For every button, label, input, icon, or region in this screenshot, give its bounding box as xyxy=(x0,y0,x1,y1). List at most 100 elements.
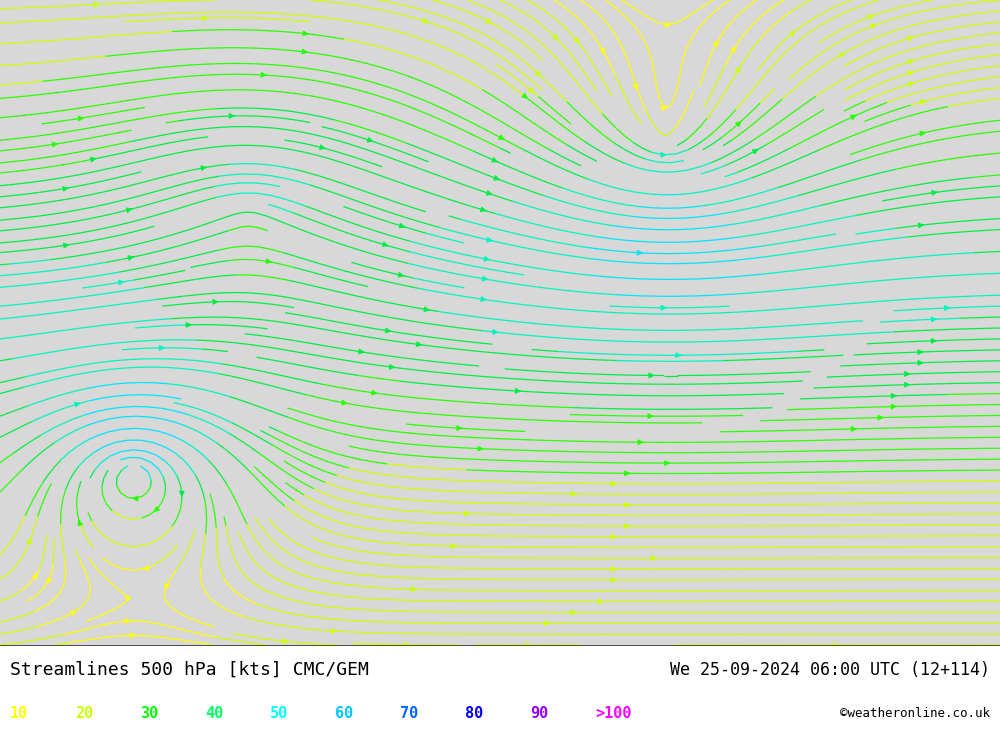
FancyArrowPatch shape xyxy=(931,339,936,343)
FancyArrowPatch shape xyxy=(266,259,271,263)
Text: 20: 20 xyxy=(75,706,93,721)
FancyArrowPatch shape xyxy=(457,426,462,430)
FancyArrowPatch shape xyxy=(283,639,288,644)
FancyArrowPatch shape xyxy=(529,88,533,92)
FancyArrowPatch shape xyxy=(918,350,923,354)
FancyArrowPatch shape xyxy=(651,556,656,561)
FancyArrowPatch shape xyxy=(160,346,164,350)
FancyArrowPatch shape xyxy=(142,566,148,570)
FancyArrowPatch shape xyxy=(126,208,132,213)
FancyArrowPatch shape xyxy=(398,273,404,277)
FancyArrowPatch shape xyxy=(839,52,845,57)
FancyArrowPatch shape xyxy=(424,307,429,312)
FancyArrowPatch shape xyxy=(201,166,206,170)
Text: Streamlines 500 hPa [kts] CMC/GEM: Streamlines 500 hPa [kts] CMC/GEM xyxy=(10,660,369,679)
FancyArrowPatch shape xyxy=(63,187,68,191)
FancyArrowPatch shape xyxy=(676,353,681,358)
FancyArrowPatch shape xyxy=(920,131,925,136)
FancyArrowPatch shape xyxy=(119,280,124,284)
FancyArrowPatch shape xyxy=(404,642,409,647)
FancyArrowPatch shape xyxy=(661,306,666,310)
FancyArrowPatch shape xyxy=(714,41,718,46)
FancyArrowPatch shape xyxy=(905,383,910,387)
FancyArrowPatch shape xyxy=(753,149,759,154)
FancyArrowPatch shape xyxy=(33,574,37,579)
Text: 90: 90 xyxy=(530,706,548,721)
FancyArrowPatch shape xyxy=(905,372,910,376)
FancyArrowPatch shape xyxy=(891,394,896,398)
FancyArrowPatch shape xyxy=(125,619,130,623)
FancyArrowPatch shape xyxy=(871,24,876,29)
FancyArrowPatch shape xyxy=(661,152,666,157)
Text: 50: 50 xyxy=(270,706,288,721)
FancyArrowPatch shape xyxy=(399,224,405,228)
FancyArrowPatch shape xyxy=(372,391,377,395)
FancyArrowPatch shape xyxy=(383,243,388,246)
Text: 10: 10 xyxy=(10,706,28,721)
Text: ©weatheronline.co.uk: ©weatheronline.co.uk xyxy=(840,707,990,720)
FancyArrowPatch shape xyxy=(736,122,741,126)
FancyArrowPatch shape xyxy=(625,471,630,476)
FancyArrowPatch shape xyxy=(78,117,83,121)
FancyArrowPatch shape xyxy=(126,596,130,600)
FancyArrowPatch shape xyxy=(94,2,99,7)
FancyArrowPatch shape xyxy=(574,38,579,43)
FancyArrowPatch shape xyxy=(27,539,31,544)
Text: >100: >100 xyxy=(595,706,632,721)
FancyArrowPatch shape xyxy=(386,328,391,333)
FancyArrowPatch shape xyxy=(908,37,913,41)
FancyArrowPatch shape xyxy=(638,440,643,444)
FancyArrowPatch shape xyxy=(918,224,924,228)
Text: 30: 30 xyxy=(140,706,158,721)
FancyArrowPatch shape xyxy=(303,31,308,36)
FancyArrowPatch shape xyxy=(64,243,69,248)
FancyArrowPatch shape xyxy=(834,643,839,647)
FancyArrowPatch shape xyxy=(891,405,896,409)
FancyArrowPatch shape xyxy=(499,135,505,140)
FancyArrowPatch shape xyxy=(367,138,373,142)
FancyArrowPatch shape xyxy=(868,15,874,19)
FancyArrowPatch shape xyxy=(571,492,576,496)
FancyArrowPatch shape xyxy=(908,82,914,86)
FancyArrowPatch shape xyxy=(75,402,80,407)
FancyArrowPatch shape xyxy=(526,643,531,647)
FancyArrowPatch shape xyxy=(918,361,923,365)
FancyArrowPatch shape xyxy=(52,142,58,147)
FancyArrowPatch shape xyxy=(389,364,395,369)
FancyArrowPatch shape xyxy=(342,400,347,405)
FancyArrowPatch shape xyxy=(132,496,138,501)
FancyArrowPatch shape xyxy=(851,115,856,119)
FancyArrowPatch shape xyxy=(261,73,266,77)
Text: We 25-09-2024 06:00 UTC (12+114): We 25-09-2024 06:00 UTC (12+114) xyxy=(670,660,990,679)
FancyArrowPatch shape xyxy=(571,610,576,615)
FancyArrowPatch shape xyxy=(423,18,428,23)
FancyArrowPatch shape xyxy=(320,145,325,150)
FancyArrowPatch shape xyxy=(78,520,82,526)
FancyArrowPatch shape xyxy=(790,32,795,36)
FancyArrowPatch shape xyxy=(637,251,642,255)
FancyArrowPatch shape xyxy=(634,84,638,89)
FancyArrowPatch shape xyxy=(661,106,666,111)
FancyArrowPatch shape xyxy=(545,621,550,625)
FancyArrowPatch shape xyxy=(731,47,735,52)
FancyArrowPatch shape xyxy=(481,207,486,212)
FancyArrowPatch shape xyxy=(451,544,456,548)
FancyArrowPatch shape xyxy=(648,414,653,419)
FancyArrowPatch shape xyxy=(180,491,184,496)
FancyArrowPatch shape xyxy=(302,49,307,54)
FancyArrowPatch shape xyxy=(931,317,936,322)
FancyArrowPatch shape xyxy=(165,583,169,589)
FancyArrowPatch shape xyxy=(186,323,191,327)
FancyArrowPatch shape xyxy=(735,67,740,73)
FancyArrowPatch shape xyxy=(482,276,488,281)
FancyArrowPatch shape xyxy=(492,158,498,162)
FancyArrowPatch shape xyxy=(649,373,654,377)
FancyArrowPatch shape xyxy=(611,578,616,582)
FancyArrowPatch shape xyxy=(411,587,416,592)
FancyArrowPatch shape xyxy=(359,350,364,354)
FancyArrowPatch shape xyxy=(465,512,470,516)
FancyArrowPatch shape xyxy=(522,94,527,98)
FancyArrowPatch shape xyxy=(611,482,616,486)
FancyArrowPatch shape xyxy=(665,23,670,27)
FancyArrowPatch shape xyxy=(515,388,520,393)
